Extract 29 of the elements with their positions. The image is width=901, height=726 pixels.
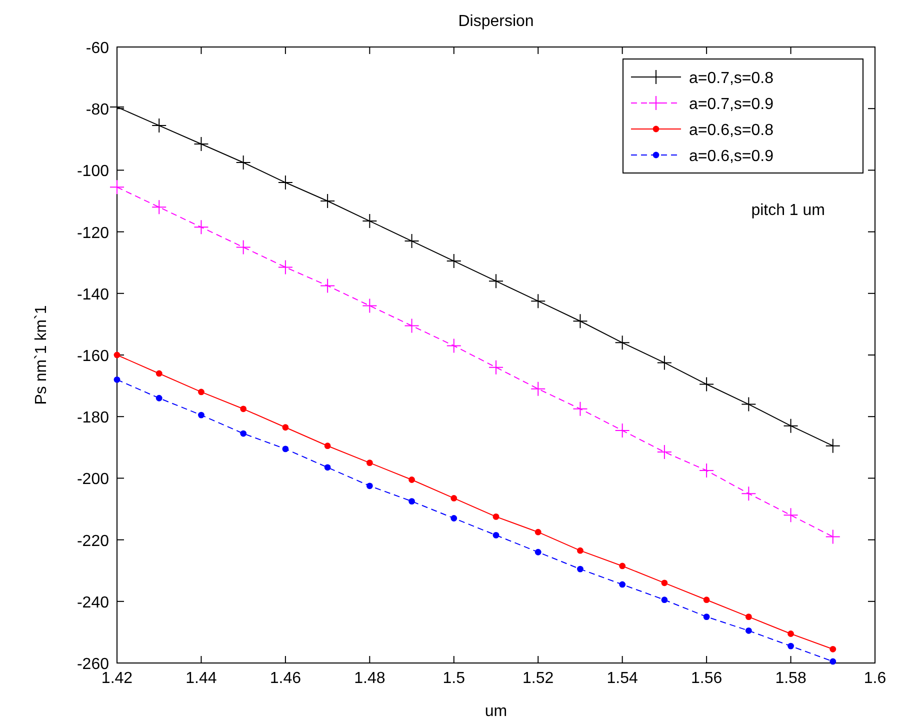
legend-label: a=0.6,s=0.9	[689, 148, 774, 165]
x-tick-label: 1.56	[690, 670, 722, 687]
y-tick-label: -260	[76, 656, 110, 673]
y-tick-label: -200	[76, 471, 110, 488]
y-tick-label: -100	[76, 163, 110, 180]
x-tick-label: 1.5	[442, 670, 466, 687]
legend-label: a=0.7,s=0.9	[689, 96, 774, 113]
y-tick-label: -240	[76, 594, 110, 612]
x-tick-label: 1.58	[775, 670, 806, 687]
x-tick-label: 1.54	[606, 670, 638, 687]
y-tick-label: -220	[76, 532, 110, 550]
x-tick-label: 1.48	[354, 670, 386, 687]
y-tick-label: -160	[76, 348, 110, 365]
x-tick-label: 1.6	[864, 670, 886, 687]
legend-label: a=0.7,s=0.8	[689, 70, 774, 87]
y-tick-label: -140	[76, 286, 110, 304]
annotation: pitch 1 um	[751, 202, 825, 219]
y-tick-label: -80	[86, 102, 110, 119]
legend-label: a=0.6,s=0.8	[689, 122, 774, 139]
x-axis-title: um	[484, 703, 508, 720]
y-tick-label: -120	[76, 224, 110, 242]
y-axis-title: Ps nm`1 km`1	[33, 305, 50, 405]
x-tick-label: 1.44	[186, 670, 217, 687]
x-tick-label: 1.42	[101, 670, 133, 687]
y-tick-label: -180	[76, 410, 110, 427]
y-tick-label: -60	[86, 40, 110, 57]
x-tick-label: 1.52	[522, 670, 554, 687]
chart-title: Dispersion	[458, 13, 534, 30]
x-tick-label: 1.46	[270, 670, 302, 687]
